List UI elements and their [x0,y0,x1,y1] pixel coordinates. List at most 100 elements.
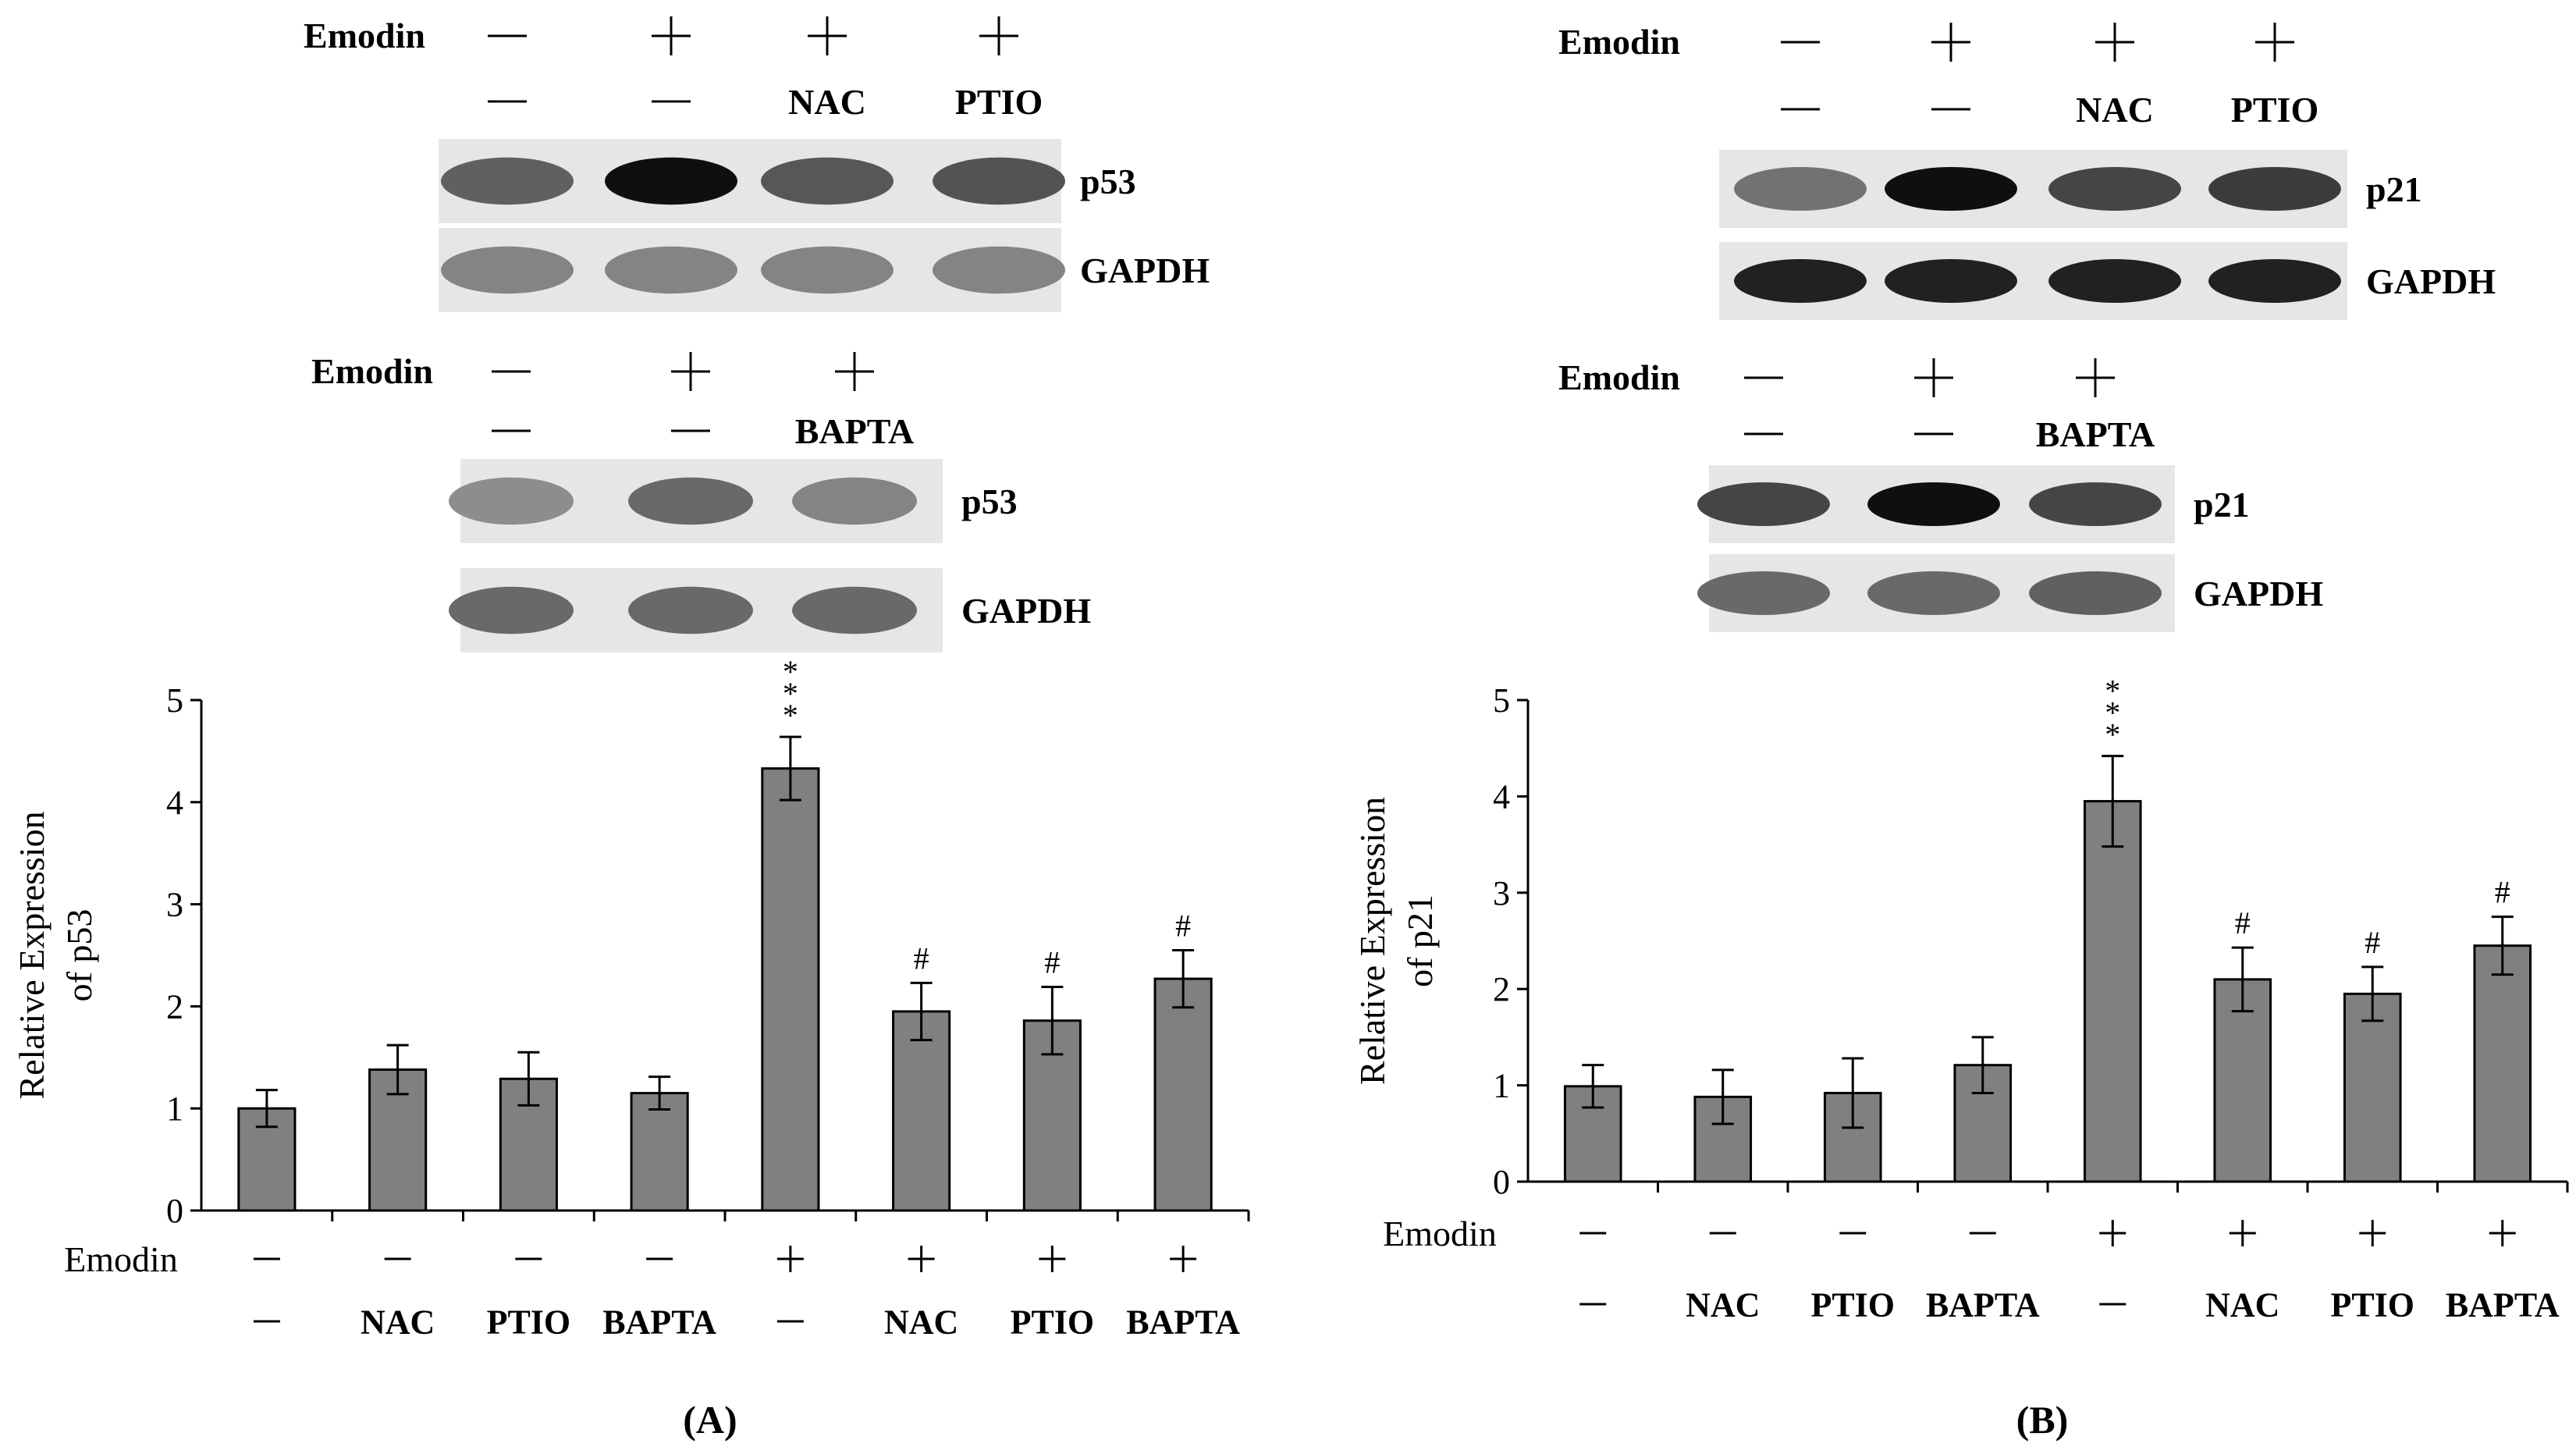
chart-a-category-5: NAC [884,1303,958,1341]
blot-a-bottom: Emodin BAPTA p53 GAPDH [311,351,1091,652]
blot-b-bottom-band-p21-2 [2029,482,2162,526]
chart-a-ytick-label-5: 5 [166,681,183,720]
blot-b-bottom-emodin-1 [1914,358,1953,397]
blot-b-top-treatment-2: NAC [2076,90,2154,130]
blot-b-top-band-GAPDH-3 [2208,259,2341,303]
chart-a-emodin-5 [908,1246,935,1272]
chart-b: 0 1 2 3 4 5 Relative Expression of p21 NAC PTIO BA… [1352,674,2569,1324]
chart-b-annotation-6: # [2365,925,2380,960]
blot-a-bottom-emodin-1 [671,352,710,391]
chart-a-bar-5 [892,1010,951,1212]
chart-b-annotation-7: # [2495,875,2510,910]
blot-a-top-emodin-label: Emodin [304,16,425,55]
chart-a-category-1: NAC [361,1303,435,1341]
chart-a-ylabel-2: of p53 [59,909,99,1002]
chart-b-bar-5 [2213,978,2272,1183]
chart-a-annotation-5: # [914,940,929,976]
blot-b-top-band-p21-2 [2048,167,2181,211]
chart-b-annotation-4: *** [2105,674,2120,752]
blot-b-top-emodin-label: Emodin [1558,22,1680,62]
chart-b-category-7: BAPTA [2446,1285,2560,1324]
chart-a-category-3: BAPTA [602,1303,716,1341]
blot-a-bottom-band-GAPDH-1 [628,586,753,635]
blot-a-top-band-label-1: GAPDH [1080,251,1210,290]
chart-b-category-3: BAPTA [1926,1285,2040,1324]
blot-b-bottom-band-label-0: p21 [2194,485,2250,524]
chart-a: 0 1 2 3 4 5 Relative Expression of p53 NAC PTIO BA… [12,654,1250,1341]
chart-b-category-6: PTIO [2330,1285,2414,1324]
chart-b-emodin-6 [2359,1220,2386,1246]
blot-b-bottom: Emodin BAPTA p21 GAPDH [1558,357,2323,632]
chart-b-annotation-star-4-2: * [2105,674,2120,709]
panel-label-a: (A) [683,1398,737,1442]
blot-b-bottom-band-p21-0 [1697,482,1830,526]
chart-a-emodin-6 [1039,1246,1066,1272]
blot-a-top-emodin-2 [808,16,847,55]
blot-a-top-emodin-3 [979,16,1018,55]
chart-b-ytick-label-3: 3 [1493,874,1510,912]
chart-b-bar-6 [2343,992,2402,1183]
blot-a-top-band-p53-1 [605,157,737,205]
blot-b-bottom-emodin-label: Emodin [1558,357,1680,397]
chart-b-ylabel-2: of p21 [1400,894,1440,987]
chart-a-emodin-label: Emodin [64,1239,178,1279]
blot-a-bottom-emodin-2 [835,352,874,391]
chart-b-ytick-label-2: 2 [1493,970,1510,1008]
chart-b-emodin-label: Emodin [1383,1214,1497,1253]
chart-b-bar-7 [2473,944,2532,1183]
chart-b-bar-4 [2083,800,2142,1183]
chart-b-category-2: PTIO [1810,1285,1895,1324]
chart-b-ytick-label-5: 5 [1493,681,1510,720]
chart-a-annotation-6: # [1044,945,1060,980]
chart-a-bar-7 [1153,977,1213,1212]
blot-b-top: Emodin NAC PTIO p21 GAPDH [1558,22,2496,320]
panel-label-b: (B) [2016,1398,2069,1442]
blot-a-top-band-label-0: p53 [1080,162,1136,201]
blot-b-bottom-band-label-1: GAPDH [2194,574,2323,613]
blot-a-bottom-band-label-1: GAPDH [961,591,1091,631]
chart-a-ytick-label-1: 1 [166,1090,183,1128]
chart-b-emodin-5 [2229,1220,2256,1246]
blot-b-top-treatment-3: PTIO [2231,90,2318,130]
blot-b-top-band-GAPDH-2 [2048,259,2181,303]
chart-b-annotation-star-4-0: * [2105,717,2120,752]
blot-b-top-band-GAPDH-0 [1734,259,1867,303]
chart-b-ytick-label-0: 0 [1493,1163,1510,1201]
blot-a-top-emodin-1 [652,16,691,55]
chart-b-emodin-7 [2489,1220,2516,1246]
blot-a-bottom-band-GAPDH-0 [449,586,574,635]
blot-a-bottom-band-p53-0 [449,477,574,525]
blot-a-bottom-band-GAPDH-2 [792,586,917,635]
blot-b-bottom-band-GAPDH-0 [1697,571,1830,615]
blot-a-bottom-treatment-2: BAPTA [795,411,915,451]
chart-a-category-2: PTIO [487,1303,571,1341]
blot-a-top-treatment-2: NAC [788,82,866,122]
chart-b-ytick-label-4: 4 [1493,777,1510,816]
blot-a-top-band-GAPDH-1 [605,246,737,294]
chart-b-category-5: NAC [2205,1285,2279,1324]
chart-b-emodin-4 [2099,1220,2127,1246]
blot-a-top-band-GAPDH-3 [933,246,1065,294]
blot-a-top-band-GAPDH-2 [761,246,894,294]
chart-a-annotation-4: *** [783,654,798,733]
blot-b-top-emodin-3 [2255,23,2294,62]
blot-a-top-band-p53-3 [933,157,1065,205]
chart-a-ylabel-1: Relative Expression [12,811,52,1099]
blot-a-bottom-emodin-label: Emodin [311,351,433,391]
blot-b-top-band-label-1: GAPDH [2366,261,2496,301]
chart-a-bar-3 [630,1092,689,1212]
chart-a-annotation-star-4-2: * [783,654,798,689]
blot-b-top-band-p21-0 [1734,167,1867,211]
blot-b-bottom-emodin-2 [2076,358,2115,397]
chart-b-ylabel-1: Relative Expression [1352,797,1392,1085]
blot-b-top-emodin-1 [1931,23,1970,62]
chart-b-annotation-5: # [2235,905,2251,940]
blot-b-bottom-band-GAPDH-2 [2029,571,2162,615]
blot-b-top-band-p21-3 [2208,167,2341,211]
blot-a-top-band-GAPDH-0 [441,246,574,294]
chart-a-annotation-7: # [1175,908,1191,943]
chart-a-emodin-7 [1170,1246,1197,1272]
blot-a-top-treatment-3: PTIO [955,82,1043,122]
chart-a-bar-4 [761,767,820,1212]
